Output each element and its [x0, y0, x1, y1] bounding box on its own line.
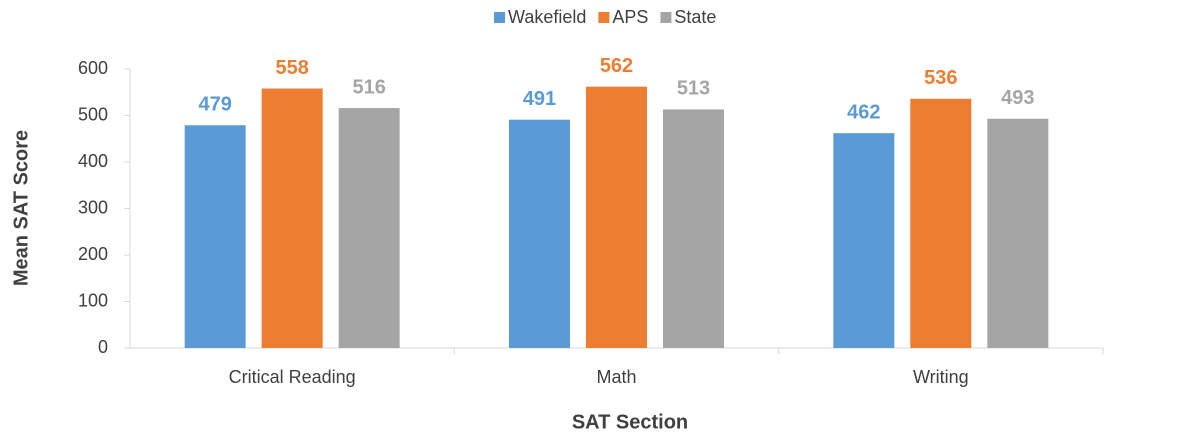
bar	[261, 88, 323, 348]
bar	[338, 108, 400, 348]
y-tick-label: 600	[78, 58, 108, 78]
legend-swatch	[660, 12, 672, 23]
x-tick-label: Critical Reading	[229, 367, 356, 387]
legend-label: APS	[612, 7, 648, 27]
data-label: 562	[600, 55, 633, 77]
legend-label: Wakefield	[508, 7, 586, 27]
legend-swatch	[494, 12, 505, 23]
legend-swatch	[598, 12, 610, 23]
y-axis-title: Mean SAT Score	[10, 130, 32, 286]
bar	[586, 86, 647, 349]
y-tick-label: 500	[78, 104, 108, 124]
bar	[663, 109, 724, 348]
y-tick-label: 100	[78, 290, 108, 310]
bar	[833, 133, 895, 348]
bar	[509, 119, 570, 348]
data-label: 491	[523, 88, 556, 110]
y-tick-label: 300	[78, 197, 108, 217]
bar	[184, 125, 246, 348]
y-tick-label: 200	[78, 244, 108, 264]
y-tick-label: 400	[78, 151, 108, 171]
data-label: 462	[847, 101, 880, 123]
x-tick-label: Writing	[913, 367, 969, 387]
legend-label: State	[674, 7, 716, 27]
x-tick-label: Math	[596, 367, 636, 387]
data-label: 513	[677, 78, 710, 100]
data-label: 558	[275, 57, 308, 79]
y-tick-label: 0	[98, 337, 108, 357]
bar	[987, 118, 1049, 348]
data-label: 493	[1001, 87, 1034, 109]
x-axis-title: SAT Section	[572, 411, 688, 433]
data-label: 516	[352, 76, 385, 98]
data-label: 536	[924, 67, 957, 89]
data-label: 479	[198, 94, 231, 116]
bar	[910, 98, 972, 348]
